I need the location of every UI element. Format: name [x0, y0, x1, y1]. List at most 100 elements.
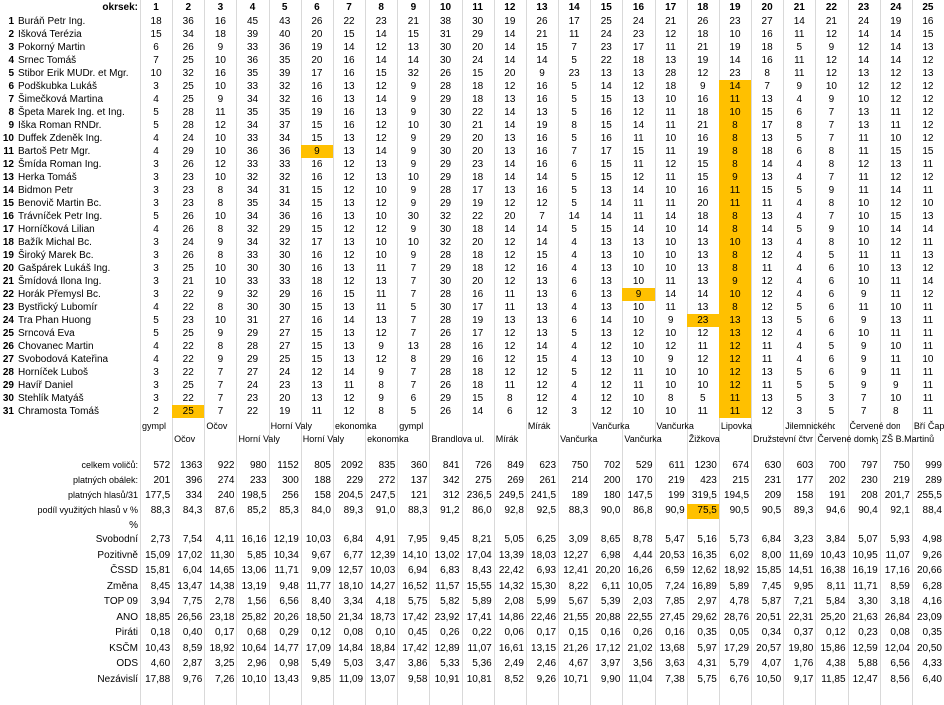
stats-value[interactable]: 86,8	[633, 505, 653, 516]
rank-cell[interactable]: 15	[150, 29, 162, 40]
rank-cell[interactable]: 7	[764, 81, 770, 92]
rank-cell[interactable]: 3	[153, 289, 159, 300]
party-value[interactable]: 5,39	[600, 596, 621, 607]
party-value[interactable]: 6,93	[536, 565, 557, 576]
rank-cell[interactable]: 7	[217, 406, 224, 417]
party-value[interactable]: 11,09	[338, 673, 364, 685]
location-label[interactable]: Žižkova	[688, 434, 720, 444]
party-value[interactable]: 16,19	[852, 565, 878, 576]
rank-cell[interactable]: 11	[761, 341, 773, 352]
row-number[interactable]: 11	[3, 146, 14, 157]
rank-cell[interactable]: 21	[825, 16, 837, 27]
rank-cell[interactable]: 13	[504, 133, 516, 144]
party-value[interactable]: 17,42	[402, 642, 428, 654]
rank-cell[interactable]: 20	[472, 133, 484, 144]
party-value[interactable]: 11,57	[435, 580, 460, 592]
rank-cell[interactable]: 10	[632, 354, 645, 365]
rank-cell[interactable]: 20	[311, 55, 323, 66]
rank-cell[interactable]: 13	[890, 263, 902, 274]
rank-cell[interactable]: 13	[632, 68, 645, 79]
stats-value[interactable]: 529	[635, 460, 653, 471]
rank-cell[interactable]: 9	[667, 354, 674, 365]
rank-cell[interactable]: 5	[796, 367, 803, 378]
rank-cell[interactable]: 7	[860, 393, 867, 404]
party-value[interactable]: 5,82	[440, 596, 460, 607]
stats-value[interactable]: 158	[314, 490, 331, 501]
rank-cell[interactable]: 26	[182, 159, 194, 170]
candidate-name[interactable]: Bidmon Petr	[18, 185, 74, 196]
rank-cell[interactable]: 15	[600, 159, 612, 170]
location-label[interactable]: Brandlova ul.	[431, 434, 484, 444]
rank-cell[interactable]: 18	[761, 42, 773, 53]
rank-cell[interactable]: 21	[665, 16, 677, 27]
party-value[interactable]: 12,62	[691, 565, 717, 576]
rank-cell[interactable]: 11	[922, 315, 934, 326]
rank-cell[interactable]: 15	[311, 302, 323, 313]
rank-cell[interactable]: 14	[793, 16, 805, 27]
rank-cell[interactable]: 18	[472, 380, 484, 391]
party-value[interactable]: 2,03	[633, 596, 653, 607]
rank-cell[interactable]: 19	[890, 16, 902, 27]
stats-value[interactable]: 90,4	[858, 505, 878, 516]
party-value[interactable]: 21,02	[627, 642, 653, 654]
rank-cell[interactable]: 8	[217, 302, 224, 313]
rank-cell[interactable]: 13	[761, 393, 773, 404]
rank-cell[interactable]: 6	[828, 328, 835, 339]
rank-cell[interactable]: 17	[568, 16, 580, 27]
rank-cell[interactable]: 10	[922, 354, 934, 365]
party-value[interactable]: 7,75	[182, 596, 203, 607]
rank-cell[interactable]: 20	[504, 211, 516, 222]
rank-cell[interactable]: 26	[311, 16, 323, 27]
rank-cell[interactable]: 10	[375, 185, 387, 196]
rank-cell[interactable]: 4	[153, 354, 159, 365]
party-value[interactable]: 23,09	[916, 611, 942, 623]
rank-cell[interactable]: 8	[718, 132, 752, 145]
rank-cell[interactable]: 14	[922, 276, 934, 287]
rank-cell[interactable]: 10	[858, 224, 870, 235]
party-value[interactable]: 6,59	[665, 565, 685, 576]
rank-cell[interactable]: 13	[375, 107, 387, 118]
rank-cell[interactable]: 30	[279, 263, 291, 274]
rank-cell[interactable]: 13	[600, 289, 612, 300]
party-value[interactable]: 10,91	[434, 673, 460, 685]
party-value[interactable]: 10,95	[852, 549, 878, 561]
party-value[interactable]: 16,26	[627, 565, 653, 576]
rank-cell[interactable]: 14	[375, 146, 387, 157]
rank-cell[interactable]: 13	[407, 341, 419, 352]
rank-cell[interactable]: 12	[214, 159, 226, 170]
party-value[interactable]: 10,03	[370, 565, 396, 576]
row-number[interactable]: 24	[2, 315, 14, 326]
rank-cell[interactable]: 25	[182, 380, 194, 391]
rank-cell[interactable]: 7	[410, 328, 417, 339]
party-value[interactable]: 18,92	[724, 565, 750, 576]
party-value[interactable]: 5,89	[472, 596, 492, 607]
rank-cell[interactable]: 10	[375, 237, 387, 248]
rank-cell[interactable]: 9	[410, 250, 417, 261]
stats-value[interactable]: 247,5	[370, 490, 396, 501]
rank-cell[interactable]: 28	[439, 315, 452, 326]
party-value[interactable]: 17,04	[466, 549, 492, 561]
rank-cell[interactable]: 13	[922, 42, 934, 53]
rank-cell[interactable]: 15	[407, 29, 419, 40]
stats-value[interactable]: 272	[378, 475, 396, 486]
rank-cell[interactable]: 28	[246, 341, 259, 352]
rank-cell[interactable]: 32	[439, 211, 452, 222]
rank-cell[interactable]: 15	[632, 146, 645, 157]
okrsek-label[interactable]: okrsek:	[102, 2, 138, 13]
stats-value[interactable]: 256	[282, 490, 299, 501]
rank-cell[interactable]: 16	[761, 55, 773, 66]
rank-cell[interactable]: 20	[504, 68, 516, 79]
rank-cell[interactable]: 15	[600, 120, 612, 131]
rank-cell[interactable]: 11	[890, 250, 901, 261]
rank-cell[interactable]: 4	[571, 393, 577, 404]
rank-cell[interactable]: 13	[504, 94, 516, 105]
rank-cell[interactable]: 11	[890, 276, 901, 287]
party-value[interactable]: 14,27	[370, 580, 396, 592]
rank-cell[interactable]: 14	[890, 185, 902, 196]
candidate-name[interactable]: Iška Roman RNDr.	[18, 120, 102, 131]
rank-cell[interactable]: 8	[718, 158, 752, 171]
rank-cell[interactable]: 5	[571, 55, 577, 66]
rank-cell[interactable]: 11	[890, 354, 901, 365]
row-number[interactable]: 28	[2, 367, 14, 378]
rank-cell[interactable]: 9	[378, 367, 384, 378]
